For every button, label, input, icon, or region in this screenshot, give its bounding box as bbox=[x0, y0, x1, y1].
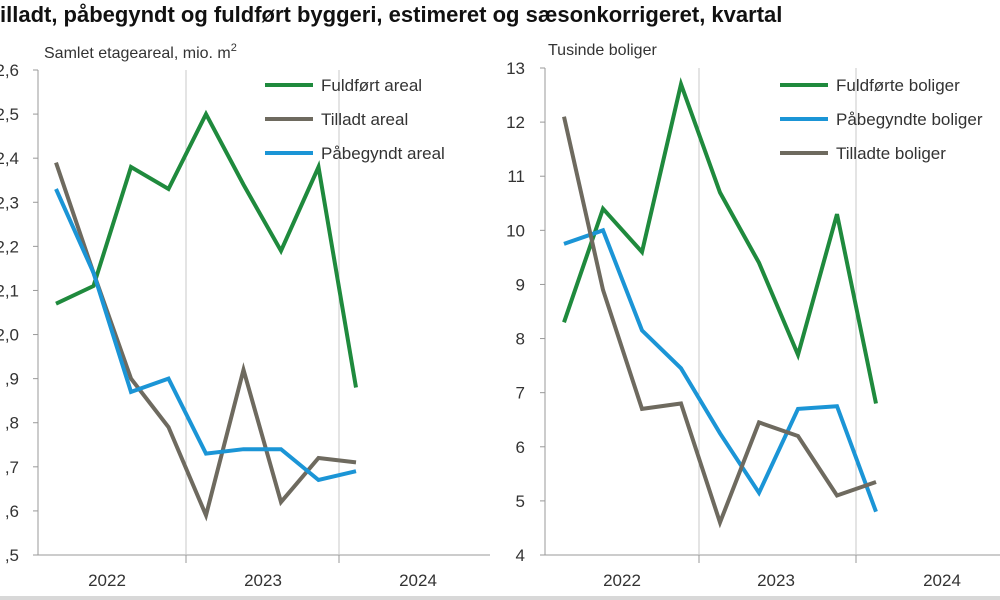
chart-floor-area: Samlet etageareal, mio. m2,5,6,7,8,9 2,0 2… bbox=[0, 30, 490, 600]
x-year-label: 2024 bbox=[399, 571, 437, 590]
y-tick-label: 9 bbox=[516, 275, 525, 294]
series-line-tilladte-boliger bbox=[562, 116, 877, 529]
chart-floor-area-svg: Samlet etageareal, mio. m2,5,6,7,8,92,02… bbox=[0, 42, 490, 590]
y-tick-label: ,9 bbox=[5, 370, 19, 389]
unit-label-text: Samlet etageareal, mio. m bbox=[44, 45, 231, 62]
unit-label-superscript: 2 bbox=[231, 42, 237, 54]
series-line-fuldf-rt-areal bbox=[55, 109, 358, 388]
y-tick-label: 5 bbox=[516, 492, 525, 511]
y-tick-label: 2,3 bbox=[0, 193, 19, 212]
series-line-tilladt-areal bbox=[54, 161, 357, 522]
y-tick-label: 13 bbox=[506, 59, 525, 78]
x-year-label: 2024 bbox=[923, 571, 961, 590]
chart-title: illadt, påbegyndt og fuldført byggeri, e… bbox=[0, 2, 783, 27]
y-tick-label: 8 bbox=[516, 330, 525, 349]
y-tick-label: 7 bbox=[516, 384, 525, 403]
unit-label-text: Tusinde boliger bbox=[548, 42, 657, 59]
legend-label: Fuldførte boliger bbox=[836, 76, 960, 95]
y-tick-label: ,7 bbox=[5, 458, 19, 477]
y-tick-label: ,5 bbox=[5, 546, 19, 565]
y-tick-label: 10 bbox=[506, 221, 525, 240]
legend-label: Tilladte boliger bbox=[836, 144, 946, 163]
y-tick-label: 2,1 bbox=[0, 281, 19, 300]
bottom-border bbox=[0, 596, 1000, 600]
series-line-p-begyndt-areal bbox=[54, 188, 357, 483]
y-tick-label: 2,5 bbox=[0, 105, 19, 124]
y-tick-label: 11 bbox=[507, 167, 525, 186]
y-tick-label: ,6 bbox=[5, 502, 19, 521]
y-tick-label: 2,2 bbox=[0, 237, 19, 256]
x-year-label: 2023 bbox=[757, 571, 795, 590]
legend-label: Tilladt areal bbox=[321, 110, 408, 129]
series-line-fuldf-rte-boliger bbox=[562, 77, 878, 404]
y-tick-label: 2,6 bbox=[0, 61, 19, 80]
legend-label: Påbegyndte boliger bbox=[836, 110, 983, 129]
y-tick-label: 2,4 bbox=[0, 149, 19, 168]
chart-dwellings: Tusinde boliger 4 5 6 7 8 9 10 11 12 13 2022 2023 202… bbox=[490, 30, 1000, 600]
y-tick-label: 4 bbox=[516, 546, 525, 565]
y-tick-label: 6 bbox=[516, 438, 525, 457]
unit-label: Tusinde boliger bbox=[548, 42, 657, 59]
legend-label: Fuldført areal bbox=[321, 76, 422, 95]
y-tick-label: ,8 bbox=[5, 414, 19, 433]
x-year-label: 2022 bbox=[88, 571, 126, 590]
unit-label: Samlet etageareal, mio. m2 bbox=[44, 42, 237, 62]
x-year-label: 2023 bbox=[244, 571, 282, 590]
chart-dwellings-svg: Tusinde boliger 4 5 6 7 8 9 10 11 12 13 2022 2023 202… bbox=[506, 42, 1000, 590]
series-line-p-begyndte-boliger bbox=[563, 227, 878, 513]
legend-label: Påbegyndt areal bbox=[321, 144, 445, 163]
y-tick-label: 12 bbox=[506, 113, 525, 132]
y-tick-label: 2,0 bbox=[0, 326, 19, 345]
x-year-label: 2022 bbox=[603, 571, 641, 590]
